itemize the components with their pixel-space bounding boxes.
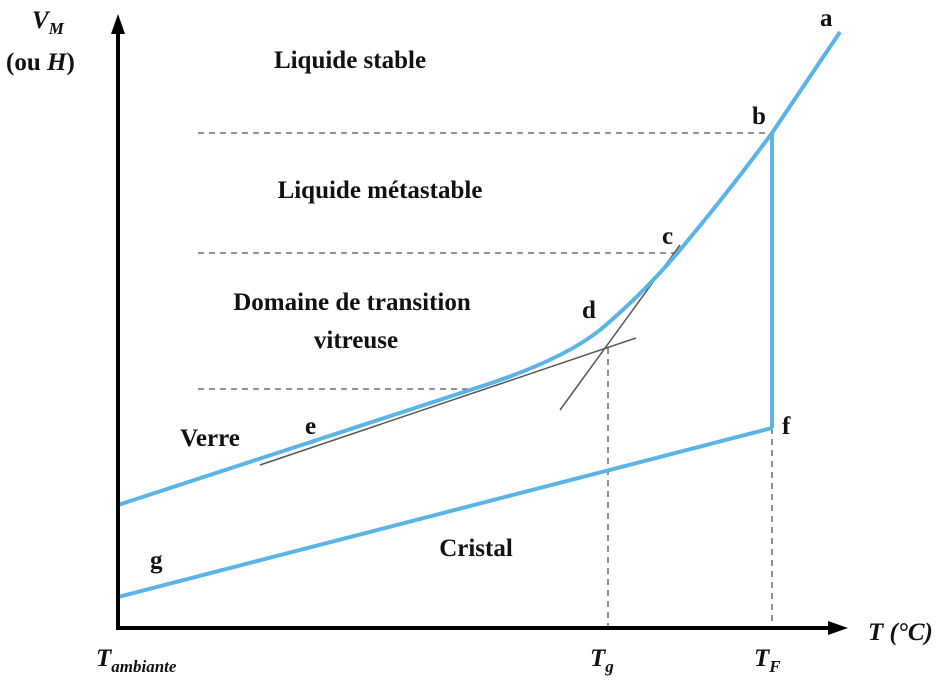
region-label: Verre xyxy=(180,425,240,452)
y-label-main: V xyxy=(32,7,51,34)
x-label: T (°C) xyxy=(868,619,933,646)
x-tick: Tg xyxy=(590,645,614,676)
y-label: VM xyxy=(32,7,65,38)
point-label: f xyxy=(782,413,791,440)
text: ambiante xyxy=(111,657,177,676)
region-label: Domaine de transition xyxy=(233,289,471,316)
text: g xyxy=(604,657,614,676)
region-label: Liquide métastable xyxy=(278,177,483,204)
text: F xyxy=(768,657,781,676)
text: H xyxy=(46,49,68,76)
point-label: e xyxy=(305,413,316,440)
tangent xyxy=(259,337,637,466)
arrow xyxy=(828,621,848,635)
text: T xyxy=(96,645,113,672)
region-label: vitreuse xyxy=(314,327,398,354)
arrow xyxy=(111,14,125,34)
text: T xyxy=(590,645,607,672)
point-label: g xyxy=(150,547,163,574)
y-label-alt: (ou H) xyxy=(6,49,75,76)
x-tick: Tambiante xyxy=(96,645,177,676)
point-label: c xyxy=(662,223,673,250)
liquid-glass-curve xyxy=(117,30,842,507)
y-label-sub: M xyxy=(48,19,65,38)
text: ) xyxy=(66,49,74,76)
crystal-line xyxy=(117,426,773,599)
region-label: Cristal xyxy=(439,535,513,562)
text: (ou xyxy=(6,49,47,76)
point-label: d xyxy=(582,297,596,324)
point-label: b xyxy=(752,103,766,130)
point-label: a xyxy=(820,5,833,32)
text: T xyxy=(754,645,771,672)
region-label: Liquide stable xyxy=(274,47,426,74)
x-tick: TF xyxy=(754,645,781,676)
